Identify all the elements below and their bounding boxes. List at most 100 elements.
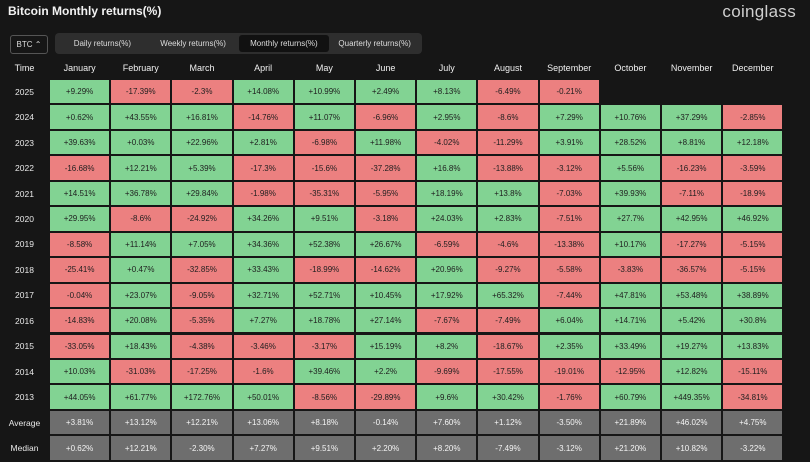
tab[interactable]: Monthly returns(%) <box>238 35 330 52</box>
row-label: 2017 <box>15 290 34 301</box>
return-cell: -15.11% <box>722 358 784 385</box>
return-cell: -7.44% <box>538 282 600 309</box>
return-cell: +8.2% <box>416 333 478 359</box>
return-cell: +14.51% <box>49 180 111 207</box>
return-cell: +9.51% <box>293 435 355 461</box>
return-cell: +37.29% <box>661 104 723 130</box>
return-cell: -7.49% <box>477 308 539 334</box>
return-cell: -2.3% <box>171 79 233 105</box>
return-cell: +17.92% <box>416 282 478 309</box>
return-cell: -9.05% <box>171 282 233 309</box>
row-label: 2020 <box>15 213 34 224</box>
brand: coinglass <box>722 2 796 21</box>
return-cell: -35.31% <box>293 180 355 207</box>
return-cell: -3.46% <box>232 333 294 359</box>
return-cell: +30.8% <box>722 308 784 334</box>
return-cell: +53.48% <box>661 282 723 309</box>
return-cell: -2.30% <box>171 435 233 461</box>
return-cell: +9.6% <box>416 384 478 410</box>
return-cell: -9.69% <box>416 358 478 385</box>
return-cell: +30.42% <box>477 384 539 410</box>
return-cell: +38.89% <box>722 282 784 309</box>
return-cell: +23.07% <box>110 282 172 309</box>
return-cell: +172.76% <box>171 384 233 410</box>
return-cell: -1.6% <box>232 358 294 385</box>
return-cell: -6.96% <box>355 104 417 130</box>
return-cell: +0.62% <box>49 435 111 461</box>
return-cell: +13.8% <box>477 180 539 207</box>
tab[interactable]: Weekly returns(%) <box>160 39 226 48</box>
return-cell: +21.89% <box>599 409 661 436</box>
return-cell: +14.08% <box>232 79 294 105</box>
column-header: April <box>254 63 273 73</box>
return-cell: +26.67% <box>355 231 417 258</box>
return-cell: -25.41% <box>49 257 111 283</box>
return-cell: -16.23% <box>661 155 723 181</box>
return-cell: +13.06% <box>232 409 294 436</box>
return-cell: -17.3% <box>232 155 294 181</box>
return-cell: +18.78% <box>293 308 355 334</box>
row-label: 2021 <box>15 188 34 199</box>
return-cell: -4.38% <box>171 333 233 359</box>
return-cell: +8.81% <box>661 129 723 156</box>
return-cell: +2.35% <box>538 333 600 359</box>
return-cell: +15.19% <box>355 333 417 359</box>
column-header: June <box>375 63 396 73</box>
return-cell: +3.81% <box>49 409 111 436</box>
return-cell: +42.95% <box>661 206 723 232</box>
return-cell: -7.11% <box>661 180 723 207</box>
row-label: 2014 <box>15 366 34 377</box>
return-cell: +0.62% <box>49 104 111 130</box>
return-cell: +33.43% <box>232 257 294 283</box>
return-cell: +24.03% <box>416 206 478 232</box>
return-cell: +2.83% <box>477 206 539 232</box>
tab[interactable]: Quarterly returns(%) <box>338 39 411 48</box>
column-header: September <box>547 63 592 73</box>
return-cell: +46.02% <box>661 409 723 436</box>
return-cell: -3.50% <box>538 409 600 436</box>
return-cell: +1.12% <box>477 409 539 436</box>
return-cell: +16.8% <box>416 155 478 181</box>
return-cell: -12.95% <box>599 358 661 385</box>
return-cell: -7.49% <box>477 435 539 461</box>
asset-select[interactable]: BTC ⌃ <box>10 35 48 54</box>
return-cell: -7.03% <box>538 180 600 207</box>
row-label: 2024 <box>15 112 34 123</box>
return-cell: +2.81% <box>232 129 294 156</box>
return-cell: -14.76% <box>232 104 294 130</box>
row-label: 2025 <box>15 86 34 97</box>
return-cell: -5.58% <box>538 257 600 283</box>
column-header: March <box>189 63 215 73</box>
return-cell: -11.29% <box>477 129 539 156</box>
return-cell: +36.78% <box>110 180 172 207</box>
return-cell: -3.17% <box>293 333 355 359</box>
asset-label: BTC <box>16 40 33 49</box>
return-cell: +9.29% <box>49 79 111 105</box>
column-header: January <box>63 63 96 73</box>
return-cell: +8.13% <box>416 79 478 105</box>
return-cell: -17.27% <box>661 231 723 258</box>
return-cell: -31.03% <box>110 358 172 385</box>
return-cell: -3.83% <box>599 257 661 283</box>
return-cell: -3.12% <box>538 155 600 181</box>
return-cell: +27.14% <box>355 308 417 334</box>
return-cell: +10.03% <box>49 358 111 385</box>
tab[interactable]: Daily returns(%) <box>73 39 132 48</box>
return-cell: +12.18% <box>722 129 784 156</box>
return-cell: -8.6% <box>477 104 539 130</box>
return-cell: -6.98% <box>293 129 355 156</box>
return-cell: -24.92% <box>171 206 233 232</box>
return-cell: -19.01% <box>538 358 600 385</box>
row-label: 2016 <box>15 315 34 326</box>
return-cell: -7.67% <box>416 308 478 334</box>
return-cell: +43.55% <box>110 104 172 130</box>
return-cell: -1.98% <box>232 180 294 207</box>
return-cell: +3.91% <box>538 129 600 156</box>
return-cell: -6.59% <box>416 231 478 258</box>
return-cell: -36.57% <box>661 257 723 283</box>
return-cell: +10.17% <box>599 231 661 258</box>
return-cell: +10.82% <box>661 435 723 461</box>
return-cell: +29.95% <box>49 206 111 232</box>
return-cell: +61.77% <box>110 384 172 410</box>
return-cell: +12.21% <box>171 409 233 436</box>
